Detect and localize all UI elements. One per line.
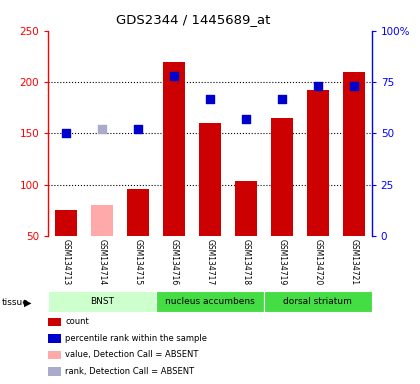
Text: BNST: BNST xyxy=(90,297,114,306)
Bar xyxy=(199,123,221,236)
Text: GSM134717: GSM134717 xyxy=(205,239,215,285)
Text: GSM134721: GSM134721 xyxy=(349,239,358,285)
Text: dorsal striatum: dorsal striatum xyxy=(284,297,352,306)
Point xyxy=(315,83,321,89)
Point xyxy=(278,96,285,102)
Text: count: count xyxy=(65,317,89,326)
Point xyxy=(135,126,142,132)
Text: GSM134715: GSM134715 xyxy=(134,239,143,285)
Text: percentile rank within the sample: percentile rank within the sample xyxy=(65,334,207,343)
Bar xyxy=(307,90,328,236)
Text: GSM134713: GSM134713 xyxy=(62,239,71,285)
Bar xyxy=(343,72,365,236)
Point xyxy=(207,96,213,102)
Point xyxy=(99,126,105,132)
Text: GDS2344 / 1445689_at: GDS2344 / 1445689_at xyxy=(116,13,270,26)
Text: value, Detection Call = ABSENT: value, Detection Call = ABSENT xyxy=(65,350,199,359)
Text: nucleus accumbens: nucleus accumbens xyxy=(165,297,255,306)
Bar xyxy=(235,181,257,236)
Bar xyxy=(48,291,156,312)
Text: GSM134714: GSM134714 xyxy=(98,239,107,285)
Bar xyxy=(127,189,149,236)
Bar xyxy=(156,291,264,312)
Text: GSM134718: GSM134718 xyxy=(241,239,250,285)
Text: GSM134720: GSM134720 xyxy=(313,239,322,285)
Bar xyxy=(163,61,185,236)
Point xyxy=(350,83,357,89)
Text: ▶: ▶ xyxy=(24,298,32,308)
Bar xyxy=(92,205,113,236)
Text: rank, Detection Call = ABSENT: rank, Detection Call = ABSENT xyxy=(65,367,194,376)
Bar xyxy=(55,210,77,236)
Text: tissue: tissue xyxy=(2,298,29,307)
Bar xyxy=(264,291,372,312)
Text: GSM134719: GSM134719 xyxy=(277,239,286,285)
Bar xyxy=(271,118,293,236)
Point xyxy=(243,116,249,122)
Text: GSM134716: GSM134716 xyxy=(170,239,178,285)
Point xyxy=(63,131,70,137)
Point xyxy=(171,73,177,79)
